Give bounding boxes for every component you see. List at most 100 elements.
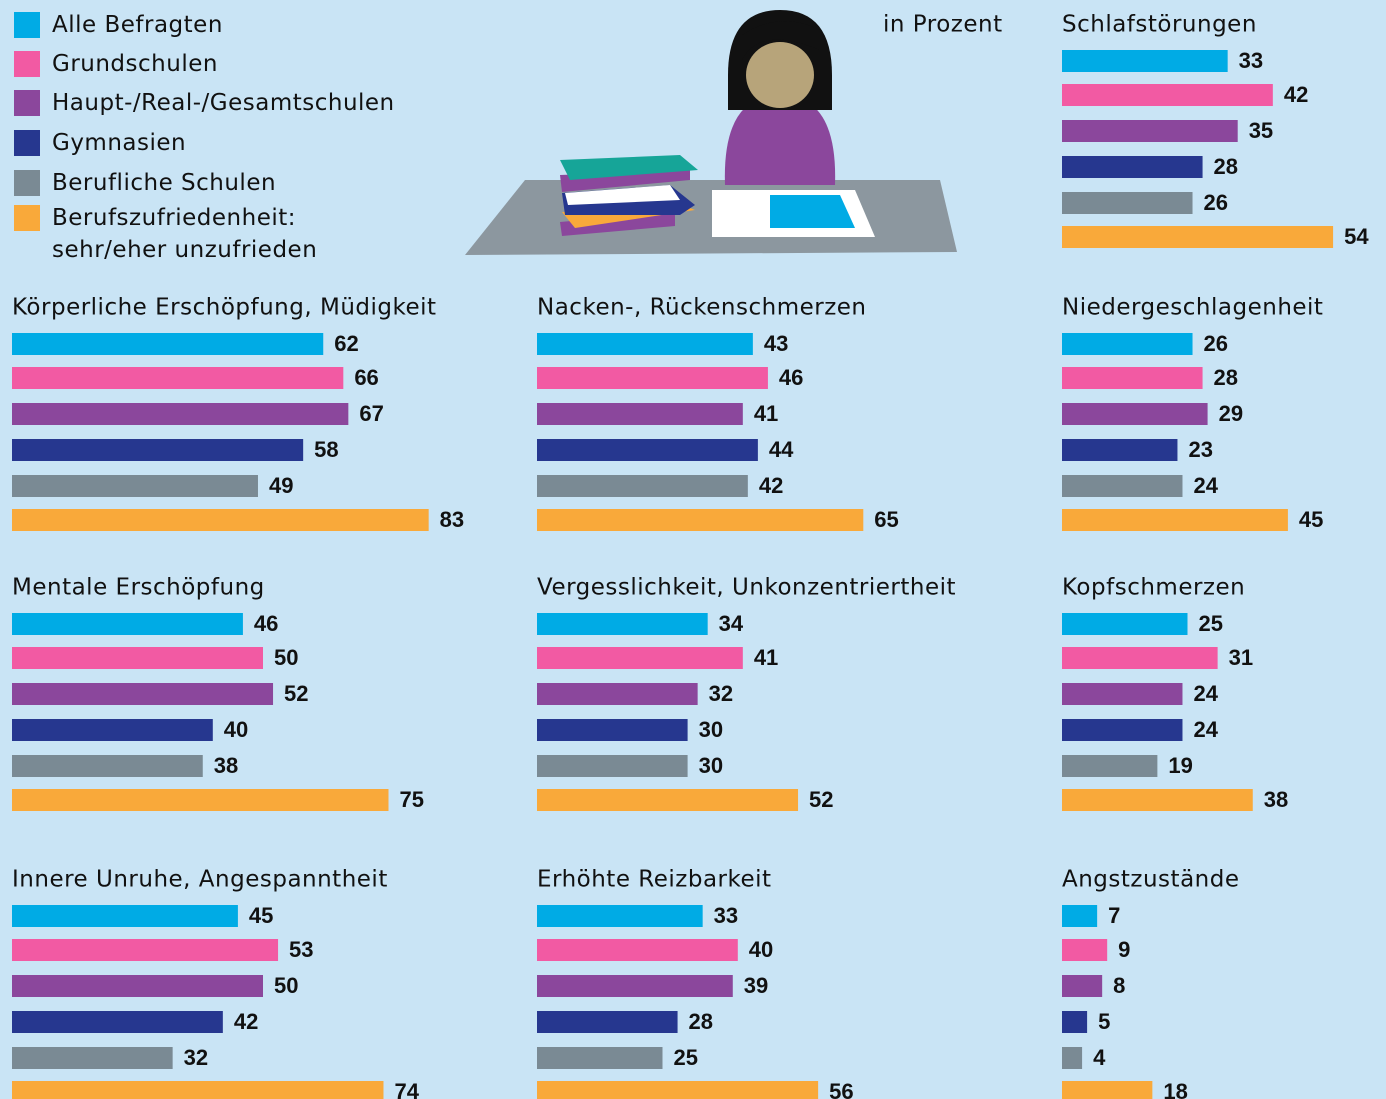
value-label: 7 bbox=[1108, 903, 1120, 928]
bar bbox=[1062, 789, 1253, 811]
bar bbox=[537, 403, 743, 425]
legend-swatch bbox=[14, 130, 40, 156]
bar bbox=[12, 755, 203, 777]
bar bbox=[1062, 120, 1238, 142]
value-label: 54 bbox=[1344, 224, 1369, 249]
value-label: 29 bbox=[1219, 401, 1243, 426]
bar bbox=[12, 1011, 223, 1033]
value-label: 38 bbox=[1264, 787, 1288, 812]
value-label: 58 bbox=[314, 437, 338, 462]
bar bbox=[1062, 755, 1158, 777]
value-label: 26 bbox=[1204, 331, 1228, 356]
value-label: 8 bbox=[1113, 973, 1125, 998]
value-label: 50 bbox=[274, 645, 298, 670]
value-label: 24 bbox=[1193, 473, 1218, 498]
panel-title: Innere Unruhe, Angespanntheit bbox=[12, 867, 388, 893]
bar bbox=[12, 939, 279, 961]
bar bbox=[1062, 226, 1334, 248]
illustration bbox=[465, 10, 957, 255]
bar bbox=[1062, 50, 1228, 72]
value-label: 42 bbox=[1284, 82, 1308, 107]
bar bbox=[1062, 1047, 1083, 1069]
panel-title: Erhöhte Reizbarkeit bbox=[537, 867, 772, 893]
bar bbox=[1062, 939, 1108, 961]
bar bbox=[537, 647, 743, 669]
value-label: 42 bbox=[759, 473, 783, 498]
value-label: 5 bbox=[1098, 1009, 1110, 1034]
bar bbox=[537, 905, 703, 927]
bar bbox=[1062, 905, 1098, 927]
legend-label: Haupt-/Real-/Gesamtschulen bbox=[52, 90, 395, 116]
value-label: 65 bbox=[874, 507, 898, 532]
bar bbox=[1062, 439, 1178, 461]
value-label: 35 bbox=[1249, 118, 1273, 143]
value-label: 25 bbox=[1199, 611, 1223, 636]
legend-label: Berufliche Schulen bbox=[52, 170, 277, 196]
value-label: 9 bbox=[1118, 937, 1130, 962]
value-label: 33 bbox=[1239, 48, 1263, 73]
bar bbox=[537, 333, 753, 355]
value-label: 41 bbox=[754, 401, 778, 426]
bar bbox=[1062, 613, 1188, 635]
bar bbox=[1062, 84, 1273, 106]
value-label: 52 bbox=[809, 787, 833, 812]
bar bbox=[12, 509, 429, 531]
value-label: 83 bbox=[440, 507, 464, 532]
panel-title: Körperliche Erschöpfung, Müdigkeit bbox=[12, 295, 437, 321]
legend-swatch bbox=[14, 12, 40, 38]
bar bbox=[12, 613, 243, 635]
bar bbox=[1062, 1011, 1088, 1033]
bar bbox=[12, 975, 263, 997]
bar bbox=[12, 403, 349, 425]
bar bbox=[537, 509, 864, 531]
bar bbox=[1062, 333, 1193, 355]
legend-swatch bbox=[14, 205, 40, 231]
bar bbox=[537, 975, 733, 997]
value-label: 32 bbox=[709, 681, 733, 706]
value-label: 52 bbox=[284, 681, 308, 706]
bar bbox=[537, 719, 688, 741]
panel-title: Nacken-, Rückenschmerzen bbox=[537, 295, 867, 321]
legend-label: Berufszufriedenheit: sehr/eher unzufried… bbox=[52, 205, 318, 263]
bar bbox=[12, 789, 389, 811]
value-label: 28 bbox=[1214, 365, 1238, 390]
bar bbox=[537, 475, 748, 497]
legend-swatch bbox=[14, 90, 40, 116]
value-label: 24 bbox=[1193, 681, 1218, 706]
bar bbox=[1062, 975, 1103, 997]
bar bbox=[12, 683, 274, 705]
panel-title: Niedergeschlagenheit bbox=[1062, 295, 1323, 321]
value-label: 49 bbox=[269, 473, 293, 498]
bar bbox=[12, 1047, 173, 1069]
bar bbox=[537, 683, 698, 705]
value-label: 46 bbox=[779, 365, 803, 390]
value-label: 62 bbox=[334, 331, 358, 356]
value-label: 75 bbox=[400, 787, 424, 812]
value-label: 38 bbox=[214, 753, 238, 778]
value-label: 66 bbox=[354, 365, 378, 390]
value-label: 74 bbox=[394, 1079, 419, 1099]
legend-label: Grundschulen bbox=[52, 51, 218, 77]
value-label: 46 bbox=[254, 611, 278, 636]
bar bbox=[537, 1011, 678, 1033]
value-label: 41 bbox=[754, 645, 778, 670]
panel-title: Kopfschmerzen bbox=[1062, 575, 1245, 601]
bar bbox=[1062, 683, 1183, 705]
panel-title: Vergesslichkeit, Unkonzentriertheit bbox=[537, 575, 956, 601]
value-label: 40 bbox=[224, 717, 248, 742]
value-label: 34 bbox=[719, 611, 744, 636]
legend-swatch bbox=[14, 51, 40, 77]
value-label: 33 bbox=[714, 903, 738, 928]
value-label: 40 bbox=[749, 937, 773, 962]
panel-title: Mentale Erschöpfung bbox=[12, 575, 265, 601]
value-label: 31 bbox=[1229, 645, 1253, 670]
bar bbox=[537, 789, 799, 811]
value-label: 4 bbox=[1093, 1045, 1106, 1070]
bar bbox=[1062, 647, 1218, 669]
value-label: 32 bbox=[184, 1045, 208, 1070]
value-label: 23 bbox=[1188, 437, 1212, 462]
bar bbox=[537, 755, 688, 777]
bar bbox=[12, 439, 304, 461]
